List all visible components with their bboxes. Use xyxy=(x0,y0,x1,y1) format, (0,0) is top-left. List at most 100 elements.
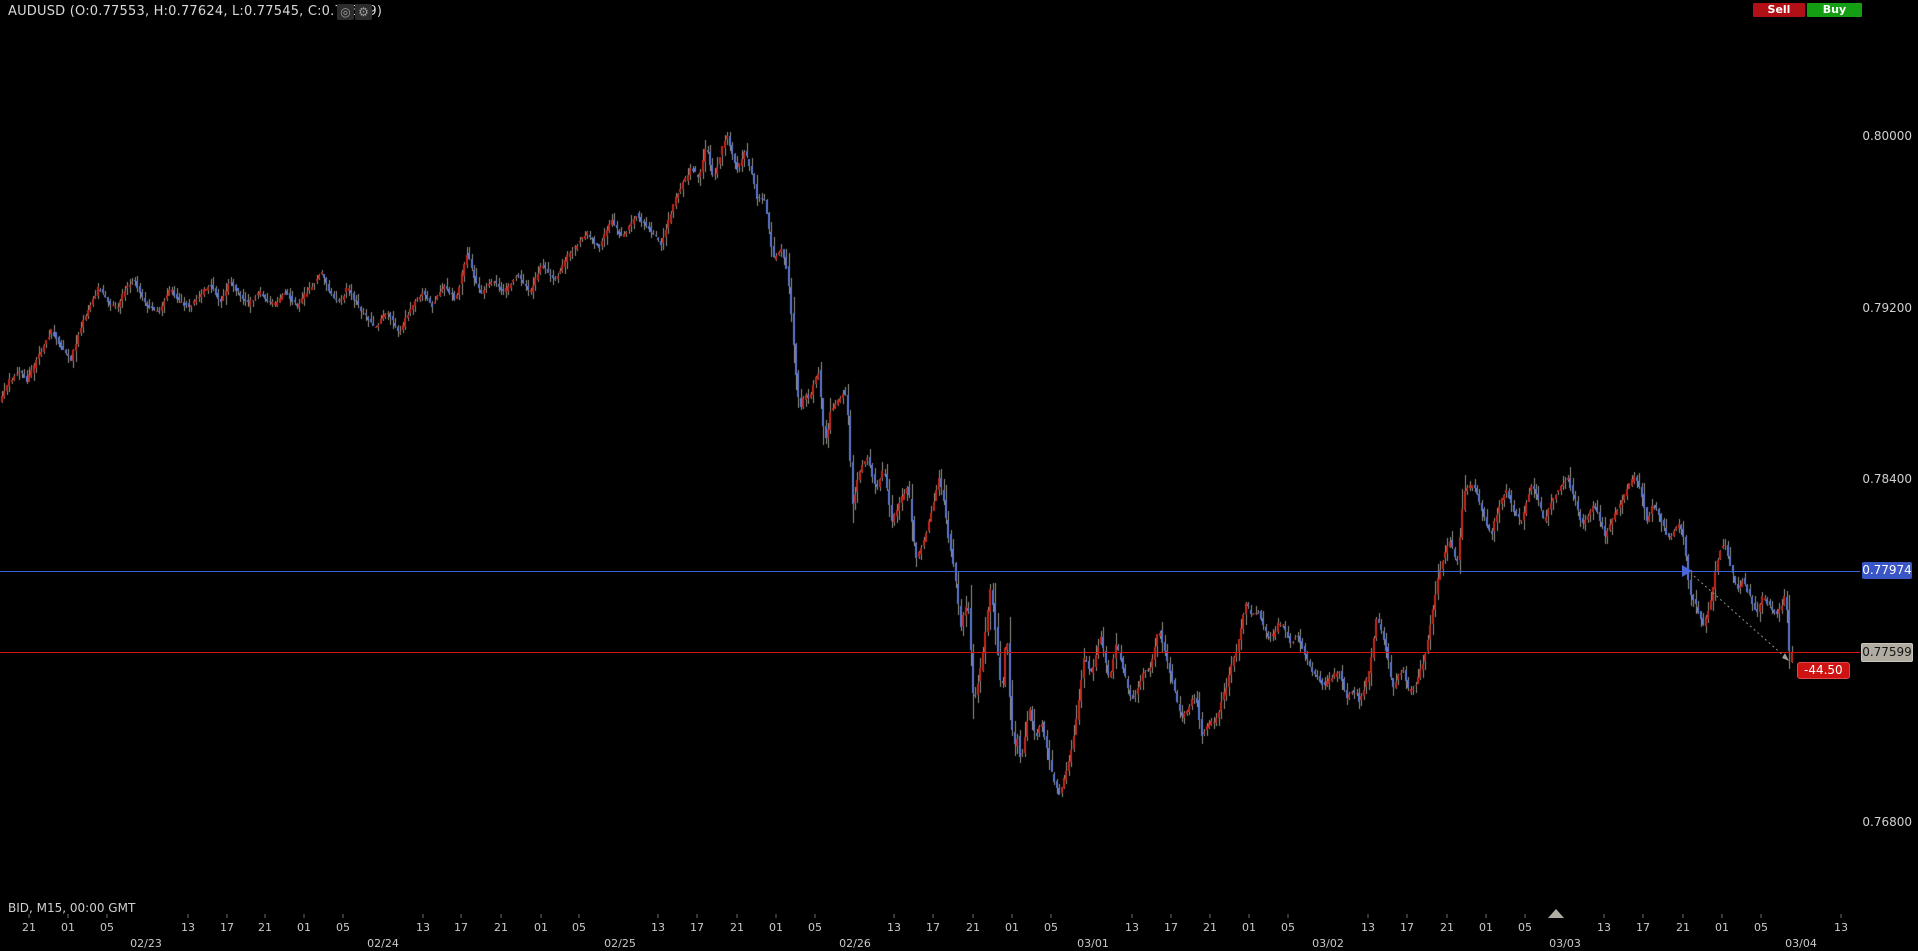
eye-icon[interactable]: ◎ xyxy=(337,4,354,20)
time-label: 21 xyxy=(1203,921,1217,934)
time-label: 01 xyxy=(61,921,75,934)
current-price-line[interactable] xyxy=(0,652,1860,653)
time-tick xyxy=(460,914,462,918)
time-label: 01 xyxy=(1715,921,1729,934)
price-tick-label: 0.79200 xyxy=(1862,300,1912,315)
time-tick xyxy=(775,914,777,918)
time-tick xyxy=(540,914,542,918)
time-label: 05 xyxy=(1754,921,1768,934)
time-label: 21 xyxy=(1676,921,1690,934)
time-label: 13 xyxy=(1834,921,1848,934)
time-label: 01 xyxy=(534,921,548,934)
time-label: 13 xyxy=(887,921,901,934)
date-label: 02/24 xyxy=(367,937,399,950)
date-label: 02/25 xyxy=(604,937,636,950)
gear-icon[interactable]: ⚙ xyxy=(355,4,372,20)
position-entry-marker-icon[interactable] xyxy=(1682,565,1692,577)
sell-button[interactable]: Sell xyxy=(1753,3,1805,17)
date-label: 03/01 xyxy=(1077,937,1109,950)
time-label: 21 xyxy=(258,921,272,934)
time-tick xyxy=(1287,914,1289,918)
time-label: 01 xyxy=(1005,921,1019,934)
time-tick xyxy=(657,914,659,918)
entry-price-tag: 0.77974 xyxy=(1862,562,1912,579)
time-tick xyxy=(932,914,934,918)
price-tick-label: 0.76800 xyxy=(1862,815,1912,829)
time-label: 13 xyxy=(1597,921,1611,934)
time-tick xyxy=(696,914,698,918)
time-label: 13 xyxy=(1125,921,1139,934)
time-label: 21 xyxy=(494,921,508,934)
time-tick xyxy=(1367,914,1369,918)
time-tick xyxy=(972,914,974,918)
date-label: 03/02 xyxy=(1312,937,1344,950)
time-tick xyxy=(264,914,266,918)
symbol-ohlc-title: AUDUSD (O:0.77553, H:0.77624, L:0.77545,… xyxy=(8,4,383,19)
date-label: 02/23 xyxy=(130,937,162,950)
time-tick xyxy=(226,914,228,918)
time-tick xyxy=(1721,914,1723,918)
session-start-marker-icon xyxy=(1548,909,1564,918)
time-label: 17 xyxy=(220,921,234,934)
time-tick xyxy=(1485,914,1487,918)
time-tick xyxy=(578,914,580,918)
time-tick xyxy=(500,914,502,918)
price-axis[interactable]: 0.80000 0.79200 0.78400 0.76800 xyxy=(1858,0,1918,900)
date-label: 03/03 xyxy=(1549,937,1581,950)
price-tick-label: 0.78400 xyxy=(1862,472,1912,486)
time-tick xyxy=(342,914,344,918)
time-tick xyxy=(1446,914,1448,918)
price-tick-label: 0.80000 xyxy=(1862,129,1912,143)
time-label: 13 xyxy=(416,921,430,934)
time-axis[interactable]: 21 01 05 13 17 21 01 05 13 17 21 01 05 13 17 21 01 05 13 17… xyxy=(0,910,1918,951)
pnl-badge: -44.50 xyxy=(1797,662,1850,679)
time-label: 05 xyxy=(100,921,114,934)
time-tick xyxy=(1406,914,1408,918)
entry-price-line[interactable] xyxy=(0,571,1860,572)
time-tick xyxy=(187,914,189,918)
time-tick xyxy=(1642,914,1644,918)
time-tick xyxy=(1050,914,1052,918)
time-tick xyxy=(1760,914,1762,918)
time-tick xyxy=(1209,914,1211,918)
time-tick xyxy=(303,914,305,918)
time-label: 05 xyxy=(1281,921,1295,934)
date-label: 02/26 xyxy=(839,937,871,950)
time-label: 13 xyxy=(181,921,195,934)
time-label: 13 xyxy=(1361,921,1375,934)
time-tick xyxy=(1524,914,1526,918)
time-label: 17 xyxy=(1164,921,1178,934)
time-label: 05 xyxy=(1044,921,1058,934)
time-label: 21 xyxy=(1440,921,1454,934)
time-label: 17 xyxy=(1636,921,1650,934)
time-label: 13 xyxy=(651,921,665,934)
time-label: 17 xyxy=(1400,921,1414,934)
time-tick xyxy=(422,914,424,918)
time-tick xyxy=(893,914,895,918)
time-tick xyxy=(106,914,108,918)
time-label: 17 xyxy=(926,921,940,934)
time-label: 01 xyxy=(297,921,311,934)
time-tick xyxy=(1682,914,1684,918)
time-tick xyxy=(1840,914,1842,918)
time-tick xyxy=(67,914,69,918)
time-tick xyxy=(28,914,30,918)
time-label: 05 xyxy=(808,921,822,934)
time-label: 17 xyxy=(690,921,704,934)
time-label: 21 xyxy=(22,921,36,934)
time-tick xyxy=(814,914,816,918)
time-label: 01 xyxy=(769,921,783,934)
time-label: 05 xyxy=(336,921,350,934)
buy-button[interactable]: Buy xyxy=(1807,3,1862,17)
time-label: 21 xyxy=(730,921,744,934)
time-label: 21 xyxy=(966,921,980,934)
time-label: 05 xyxy=(1518,921,1532,934)
time-tick xyxy=(736,914,738,918)
time-label: 01 xyxy=(1242,921,1256,934)
time-tick xyxy=(1248,914,1250,918)
time-tick xyxy=(1011,914,1013,918)
time-label: 17 xyxy=(454,921,468,934)
time-tick xyxy=(1131,914,1133,918)
